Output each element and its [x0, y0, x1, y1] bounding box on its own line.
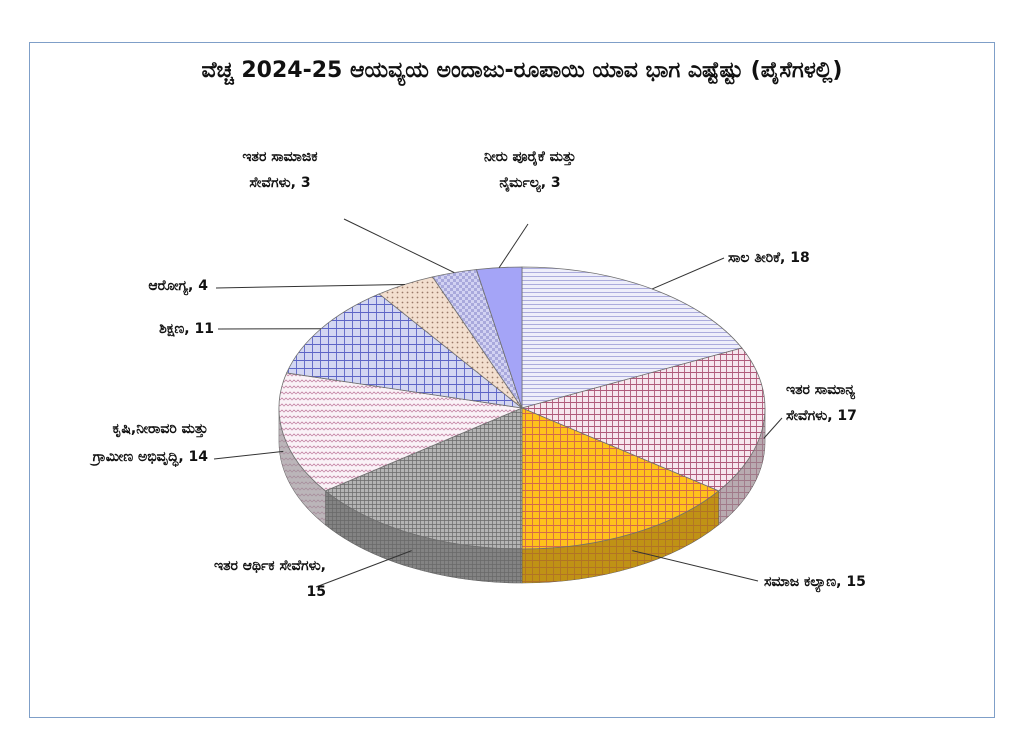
slice-2: [521, 407, 720, 550]
slice-label-0: ಸಾಲ ತೀರಿಕೆ, 18: [728, 250, 810, 266]
slice-label-2: ಸಮಾಜ ಕಲ್ಯಾಣ, 15: [764, 574, 866, 593]
slice-label-line-4-1: ಗ್ರಾಮೀಣ ಅಭಿವೃದ್ಧಿ, 14: [89, 449, 208, 468]
leader-lines: [213, 218, 783, 588]
slice-label-line-0-0: ಸಾಲ ತೀರಿಕೆ, 18: [728, 250, 810, 266]
slice-label-line-4-0: ಕೃಷಿ,ನೀರಾವರಿ ಮತ್ತು: [113, 421, 208, 438]
slice-label-line-3-0: ಇತರ ಆರ್ಥಿಕ ಸೇವೆಗಳು,: [214, 558, 326, 574]
slice-label-7: ಇತರ ಸಾಮಾಜಿಕ ಸೇವೆಗಳು, 3: [242, 149, 317, 191]
slice-label-line-8-0: ನೀರು ಪೂರೈಕೆ ಮತ್ತು: [484, 149, 576, 166]
pie-slices: [278, 266, 766, 550]
slice-label-line-6-0: ಆರೋಗ್ಯ, 4: [148, 278, 208, 296]
slice-label-line-5-0: ಶಿಕ್ಷಣ, 11: [159, 321, 214, 337]
slice-label-line-1-1: ಸೇವೆಗಳು, 17: [786, 408, 857, 424]
leader-line-8: [498, 223, 529, 268]
leader-line-2: [632, 550, 759, 582]
slice-label-line-3-1: 15: [307, 584, 326, 600]
slice-label-8: ನೀರು ಪೂರೈಕೆ ಮತ್ತು ನೈರ್ಮಲ್ಯ, 3: [484, 149, 576, 193]
slice-label-3: ಇತರ ಆರ್ಥಿಕ ಸೇವೆಗಳು, 15: [214, 558, 326, 600]
slice-side-texture-1: [718, 408, 765, 525]
leader-line-4: [213, 450, 284, 460]
slice-labels: ಸಾಲ ತೀರಿಕೆ, 18 ಇತರ ಸಾಮಾನ್ಯ ಸೇವೆಗಳು, 17 ಸಮಾಜ…: [89, 149, 866, 600]
slice-label-4: ಕೃಷಿ,ನೀರಾವರಿ ಮತ್ತು ಗ್ರಾಮೀಣ ಅಭಿವೃದ್ಧಿ, 14: [89, 421, 208, 468]
slice-label-line-2-0: ಸಮಾಜ ಕಲ್ಯಾಣ, 15: [764, 574, 866, 593]
leader-line-1: [763, 417, 783, 439]
leader-line-0: [652, 257, 725, 290]
slice-side-texture-2: [522, 490, 719, 583]
chart-title: ವೆಚ್ಚ 2024-25 ಆಯವ್ಯಯ ಅಂದಾಜು-ರೂಪಾಯಿ ಯಾವ ಭ…: [201, 58, 843, 83]
slice-4: [278, 372, 524, 492]
slice-0: [521, 266, 743, 409]
slice-label-line-1-0: ಇತರ ಸಾಮಾನ್ಯ: [786, 382, 856, 400]
slice-label-line-7-0: ಇತರ ಸಾಮಾಜಿಕ: [242, 149, 317, 165]
slice-label-line-8-1: ನೈರ್ಮಲ್ಯ, 3: [499, 175, 560, 193]
slice-1: [520, 347, 766, 492]
slice-side-texture-4: [279, 408, 326, 525]
slice-label-6: ಆರೋಗ್ಯ, 4: [148, 278, 208, 296]
slice-5: [286, 293, 524, 409]
slice-label-5: ಶಿಕ್ಷಣ, 11: [159, 321, 214, 337]
slice-label-line-7-1: ಸೇವೆಗಳು, 3: [249, 175, 310, 191]
slice-3: [324, 407, 523, 550]
leader-line-7: [343, 218, 455, 274]
leader-line-3: [315, 550, 412, 588]
slice-label-1: ಇತರ ಸಾಮಾನ್ಯ ಸೇವೆಗಳು, 17: [786, 382, 857, 424]
slice-side-texture-3: [325, 490, 522, 583]
leader-line-6: [215, 283, 405, 289]
